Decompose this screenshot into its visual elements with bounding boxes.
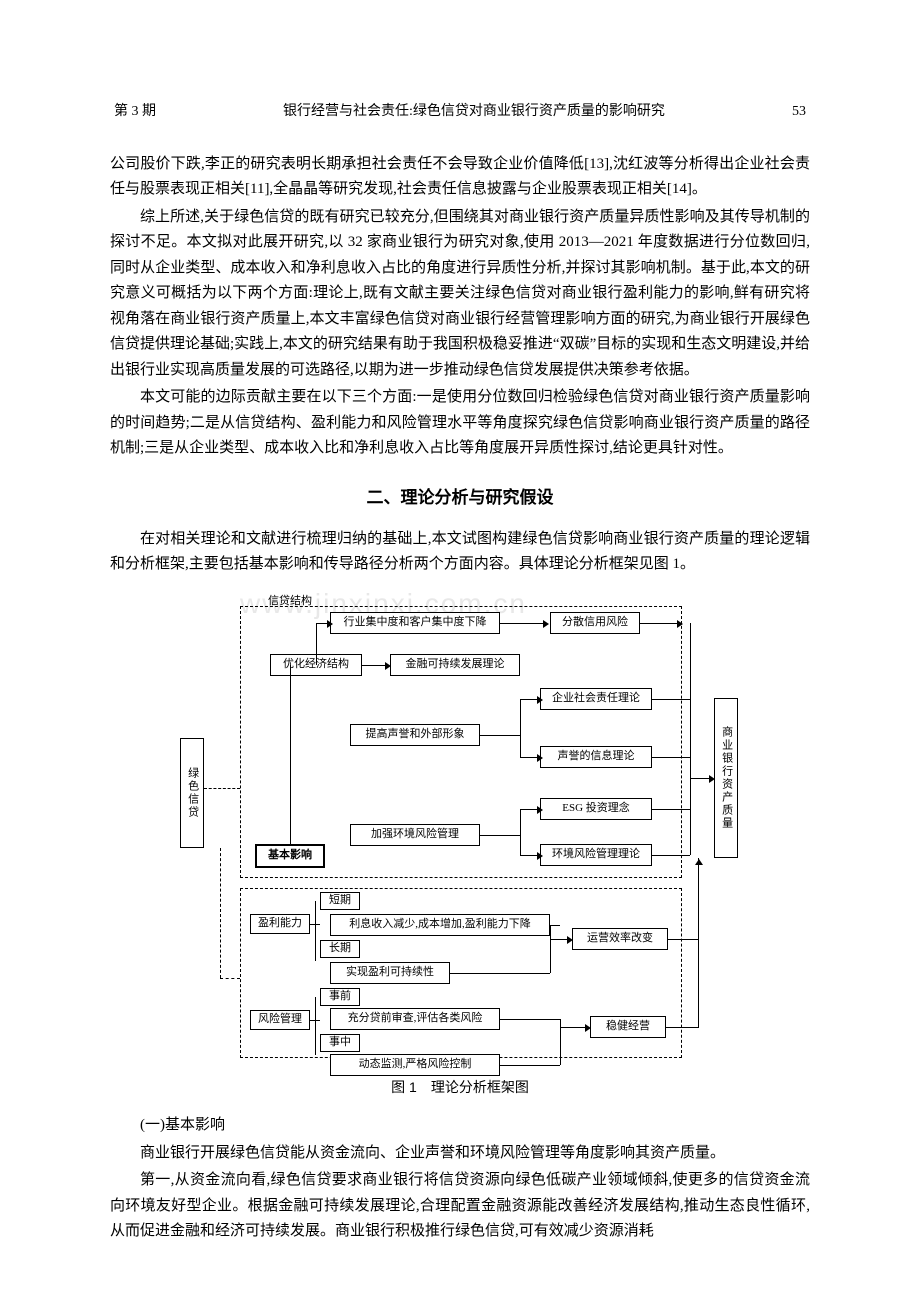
running-title: 银行经营与社会责任:绿色信贷对商业银行资产质量的影响研究 <box>156 100 792 124</box>
arrow <box>520 699 538 700</box>
paragraph: 综上所述,关于绿色信贷的既有研究已较充分,但围绕其对商业银行资产质量异质性影响及… <box>110 205 810 384</box>
connector <box>315 997 316 1055</box>
node-diversify-risk: 分散信用风险 <box>550 612 640 634</box>
connector <box>290 665 291 845</box>
section-heading: 二、理论分析与研究假设 <box>110 484 810 513</box>
label-in-loan: 事中 <box>320 1034 360 1052</box>
connector <box>480 735 520 736</box>
connector <box>550 925 560 926</box>
node-csr-theory: 企业社会责任理论 <box>540 688 652 710</box>
node-env-risk-theory: 环境风险管理理论 <box>540 844 652 866</box>
arrow <box>520 855 538 856</box>
connector <box>220 848 221 978</box>
node-env-risk-mgmt: 加强环境风险管理 <box>350 824 480 846</box>
paragraph: 公司股价下跌,李正的研究表明长期承担社会责任不会导致企业价值降低[13],沈红波… <box>110 152 810 203</box>
label-short-term: 短期 <box>320 892 360 910</box>
paragraph: 商业银行开展绿色信贷能从资金流向、企业声誉和环境风险管理等角度影响其资产质量。 <box>110 1141 810 1167</box>
connector <box>500 1065 560 1066</box>
paragraph: 第一,从资金流向看,绿色信贷要求商业银行将信贷资源向绿色低碳产业领域倾斜,使更多… <box>110 1168 810 1245</box>
connector <box>310 1020 320 1021</box>
node-dynamic-monitor: 动态监测,严格风险控制 <box>330 1054 500 1076</box>
node-concentration-drop: 行业集中度和客户集中度下降 <box>330 612 500 634</box>
node-long-term-effect: 实现盈利可持续性 <box>330 962 450 984</box>
connector <box>550 925 551 973</box>
node-short-term-effect: 利息收入减少,成本增加,盈利能力下降 <box>330 914 550 936</box>
connector <box>480 835 520 836</box>
arrow <box>500 623 544 624</box>
label-risk-mgmt: 风险管理 <box>250 1010 310 1030</box>
node-reputation-theory: 声誉的信息理论 <box>540 746 652 768</box>
paragraph: 本文可能的边际贡献主要在以下三个方面:一是使用分位数回归检验绿色信贷对商业银行资… <box>110 385 810 462</box>
node-operating-efficiency: 运营效率改变 <box>572 928 668 950</box>
node-sustain-theory: 金融可持续发展理论 <box>390 654 520 676</box>
connector <box>652 699 690 700</box>
node-pre-loan-review: 充分贷前审查,评估各类风险 <box>330 1008 500 1030</box>
node-basic-impact: 基本影响 <box>255 844 325 868</box>
connector <box>690 623 691 855</box>
figure-caption: 图 1 理论分析框架图 <box>110 1076 810 1100</box>
arrow <box>520 809 538 810</box>
label-pre-loan: 事前 <box>320 988 360 1006</box>
label-profitability: 盈利能力 <box>250 914 310 934</box>
connector <box>652 809 690 810</box>
theory-framework-diagram: www.jinxinxi.com.cn 绿色信贷 商业银行资产质量 信贷结构 行… <box>180 588 740 1068</box>
connector <box>698 858 699 1028</box>
node-green-credit: 绿色信贷 <box>180 738 204 848</box>
label-long-term: 长期 <box>320 940 360 958</box>
connector <box>652 757 690 758</box>
paragraph: 在对相关理论和文献进行梳理归纳的基础上,本文试图构建绿色信贷影响商业银行资产质量… <box>110 527 810 578</box>
connector <box>316 623 317 665</box>
arrow <box>690 778 710 779</box>
connector <box>220 978 240 979</box>
node-stable-operation: 稳健经营 <box>590 1016 666 1038</box>
connector <box>520 809 521 855</box>
running-header: 第 3 期 银行经营与社会责任:绿色信贷对商业银行资产质量的影响研究 53 <box>110 100 810 124</box>
connector <box>500 1019 560 1020</box>
arrow <box>698 864 699 865</box>
node-bank-asset-quality: 商业银行资产质量 <box>714 698 738 858</box>
label-credit-structure: 信贷结构 <box>268 592 312 611</box>
arrow <box>560 1027 586 1028</box>
arrow <box>550 939 568 940</box>
connector <box>310 924 320 925</box>
subsection-heading: (一)基本影响 <box>110 1113 810 1139</box>
node-esg: ESG 投资理念 <box>540 798 652 820</box>
page-number: 53 <box>792 100 806 124</box>
connector <box>666 1027 698 1028</box>
connector <box>315 901 316 961</box>
connector <box>560 1019 561 1065</box>
arrow <box>362 665 386 666</box>
arrow <box>640 623 678 624</box>
figure-1: www.jinxinxi.com.cn 绿色信贷 商业银行资产质量 信贷结构 行… <box>110 588 810 1100</box>
arrow <box>520 757 538 758</box>
connector <box>520 699 521 757</box>
arrow <box>316 623 328 624</box>
connector <box>450 973 550 974</box>
issue-number: 第 3 期 <box>114 100 156 124</box>
connector <box>204 788 240 789</box>
connector <box>652 855 690 856</box>
node-reputation: 提高声誉和外部形象 <box>350 724 480 746</box>
connector <box>668 939 698 940</box>
